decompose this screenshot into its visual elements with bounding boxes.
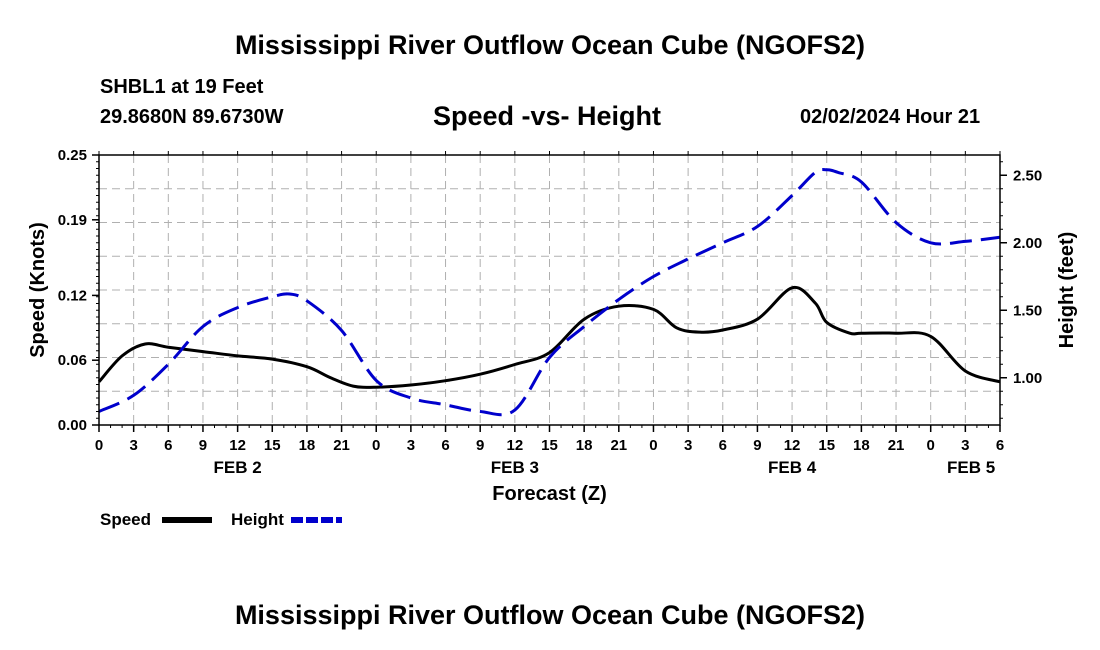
x-tick-label: 21	[610, 437, 627, 454]
x-tick-label: 6	[996, 437, 1004, 454]
y-axis-title: Speed (Knots)	[27, 222, 49, 358]
y2-axis-title: Height (feet)	[1056, 232, 1078, 349]
station-label: SHBL1 at 19 Feet	[100, 76, 264, 98]
chart-title-bottom: Mississippi River Outflow Ocean Cube (NG…	[234, 600, 866, 630]
x-tick-label: 15	[264, 437, 281, 454]
date-label: FEB 4	[768, 458, 817, 477]
legend-height-label: Height	[231, 510, 284, 529]
x-tick-label: 12	[507, 437, 524, 454]
x-tick-label: 18	[576, 437, 593, 454]
y-tick-label: 0.06	[58, 352, 87, 369]
x-tick-label: 0	[649, 437, 657, 454]
x-tick-label: 9	[753, 437, 761, 454]
x-tick-label: 3	[129, 437, 137, 454]
date-label: FEB 3	[491, 458, 539, 477]
x-tick-label: 18	[853, 437, 870, 454]
datetime-label: 02/02/2024 Hour 21	[800, 106, 981, 128]
x-axis-title: Forecast (Z)	[492, 483, 606, 505]
x-tick-label: 18	[299, 437, 316, 454]
series-line-speed	[97, 285, 1001, 389]
x-tick-label: 21	[333, 437, 350, 454]
y-tick-label: 0.25	[58, 147, 87, 164]
x-tick-label: 9	[476, 437, 484, 454]
x-tick-label: 21	[888, 437, 905, 454]
x-tick-label: 6	[441, 437, 449, 454]
x-tick-label: 6	[164, 437, 172, 454]
chart-subtitle: Speed -vs- Height	[433, 101, 662, 131]
x-tick-label: 3	[407, 437, 415, 454]
y2-tick-label: 1.50	[1013, 302, 1042, 319]
date-label: FEB 5	[947, 458, 995, 477]
x-tick-label: 15	[541, 437, 558, 454]
x-tick-label: 9	[199, 437, 207, 454]
y2-tick-label: 2.00	[1013, 235, 1042, 252]
x-tick-label: 0	[95, 437, 103, 454]
chart-title-top: Mississippi River Outflow Ocean Cube (NG…	[234, 30, 866, 60]
x-tick-label: 6	[719, 437, 727, 454]
x-tick-label: 3	[961, 437, 969, 454]
legend-speed-label: Speed	[100, 510, 151, 529]
x-tick-label: 15	[818, 437, 835, 454]
coords-label: 29.8680N 89.6730W	[100, 106, 284, 128]
y2-tick-label: 1.00	[1013, 370, 1042, 387]
x-tick-label: 12	[784, 437, 801, 454]
y-tick-label: 0.00	[58, 417, 87, 434]
y-tick-label: 0.12	[58, 287, 87, 304]
x-tick-label: 3	[684, 437, 692, 454]
y2-tick-label: 2.50	[1013, 167, 1042, 184]
x-tick-label: 0	[372, 437, 380, 454]
series-line-height	[98, 168, 1001, 417]
date-label: FEB 2	[214, 458, 262, 477]
x-tick-label: 0	[927, 437, 935, 454]
x-tick-label: 12	[229, 437, 246, 454]
y-tick-label: 0.19	[58, 212, 87, 229]
